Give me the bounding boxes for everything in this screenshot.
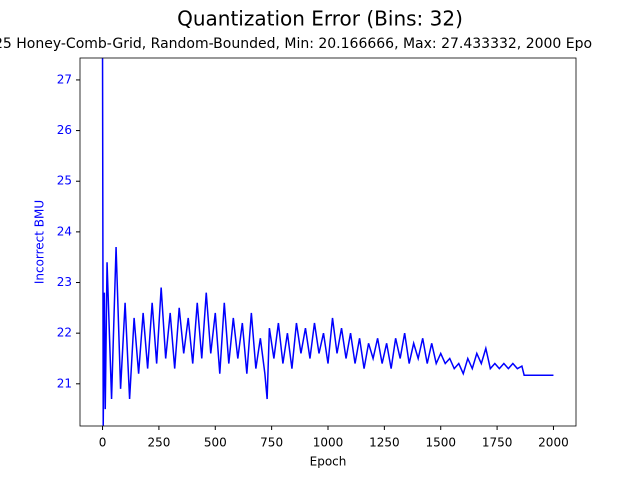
y-tick-label: 27 <box>57 72 72 86</box>
x-tick-label: 1000 <box>313 436 344 450</box>
chart-subtitle: 25 Honey-Comb-Grid, Random-Bounded, Min:… <box>0 36 592 52</box>
x-tick-label: 1500 <box>425 436 456 450</box>
y-tick-label: 25 <box>57 174 72 188</box>
x-axis-label: Epoch <box>310 455 347 469</box>
y-axis-label: Incorrect BMU <box>33 200 47 284</box>
x-tick-label: 0 <box>99 436 107 450</box>
y-tick-label: 23 <box>57 275 72 289</box>
y-tick-label: 26 <box>57 123 72 137</box>
x-tick-label: 1750 <box>482 436 513 450</box>
y-tick-label: 24 <box>57 224 72 238</box>
chart-title: Quantization Error (Bins: 32) <box>177 7 463 31</box>
y-tick-label: 21 <box>57 376 72 390</box>
plot-frame <box>79 57 577 427</box>
x-tick-label: 250 <box>147 436 170 450</box>
x-tick-label: 500 <box>204 436 227 450</box>
y-tick-label: 22 <box>57 326 72 340</box>
x-tick-label: 2000 <box>538 436 569 450</box>
x-tick-label: 750 <box>260 436 283 450</box>
data-line <box>101 58 554 426</box>
x-tick-label: 1250 <box>369 436 400 450</box>
